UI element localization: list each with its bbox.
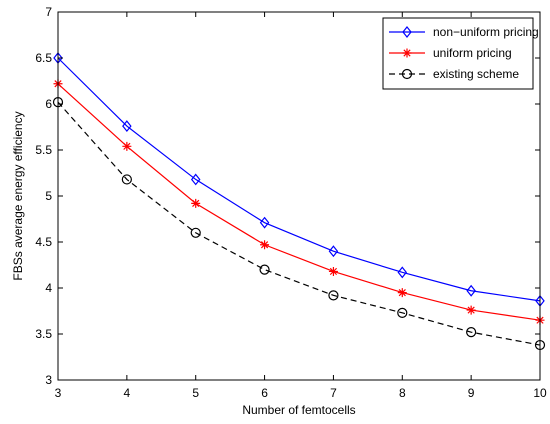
tick-layer: 3 4 5 6 7 8 9 10 3 3.5 4 4.5 5 5.5 6 6.5 7 <box>35 5 547 400</box>
x-tick-label-3: 6 <box>261 386 268 400</box>
data-point-1-1 <box>122 141 132 151</box>
x-tick-label-4: 7 <box>330 386 337 400</box>
data-point-2-5 <box>397 307 408 318</box>
legend-marker-1 <box>402 48 412 58</box>
y-tick-label-8: 7 <box>45 5 52 19</box>
series-1 <box>53 79 545 325</box>
y-tick-label-0: 3 <box>45 373 52 387</box>
y-tick-label-3: 4.5 <box>35 235 52 249</box>
legend-label-1: uniform pricing <box>433 46 512 60</box>
data-point-2-3 <box>259 264 270 275</box>
data-point-0-1 <box>122 120 132 133</box>
legend-label-2: existing scheme <box>433 67 519 81</box>
y-tick-label-2: 4 <box>45 281 52 295</box>
data-point-1-5 <box>397 288 407 298</box>
x-tick-label-2: 5 <box>192 386 199 400</box>
data-point-0-5 <box>397 266 408 279</box>
data-point-0-6 <box>466 284 476 297</box>
legend-marker-2 <box>401 68 413 80</box>
data-point-0-3 <box>259 216 270 229</box>
x-tick-label-1: 4 <box>124 386 131 400</box>
x-axis-label: Number of femtocells <box>242 403 355 417</box>
x-tick-label-7: 10 <box>533 386 547 400</box>
data-point-2-2 <box>190 227 201 238</box>
y-tick-label-4: 5 <box>45 189 52 203</box>
y-tick-label-1: 3.5 <box>35 327 52 341</box>
data-point-1-2 <box>191 198 201 208</box>
y-tick-label-7: 6.5 <box>35 51 52 65</box>
data-point-2-4 <box>328 290 339 301</box>
data-point-0-4 <box>328 245 339 258</box>
x-tick-label-6: 9 <box>468 386 475 400</box>
series-layer <box>52 52 546 351</box>
y-axis-label: FBSs average energy efficiency <box>11 111 25 280</box>
series-line-2 <box>57 101 541 346</box>
legend: non−uniform pricing uniform pricing existi… <box>382 17 539 90</box>
y-tick-label-5: 5.5 <box>35 143 52 157</box>
data-point-2-6 <box>466 327 477 338</box>
series-line-0 <box>57 57 541 302</box>
legend-label-0: non−uniform pricing <box>433 25 539 39</box>
data-point-0-2 <box>190 173 201 186</box>
x-tick-label-0: 3 <box>55 386 62 400</box>
data-point-1-6 <box>466 305 476 315</box>
data-point-2-1 <box>121 174 132 185</box>
series-line-1 <box>57 83 541 321</box>
legend-marker-0 <box>402 26 412 38</box>
y-tick-label-6: 6 <box>45 97 52 111</box>
data-point-1-3 <box>260 240 270 250</box>
data-point-1-4 <box>328 266 338 276</box>
x-tick-label-5: 8 <box>399 386 406 400</box>
